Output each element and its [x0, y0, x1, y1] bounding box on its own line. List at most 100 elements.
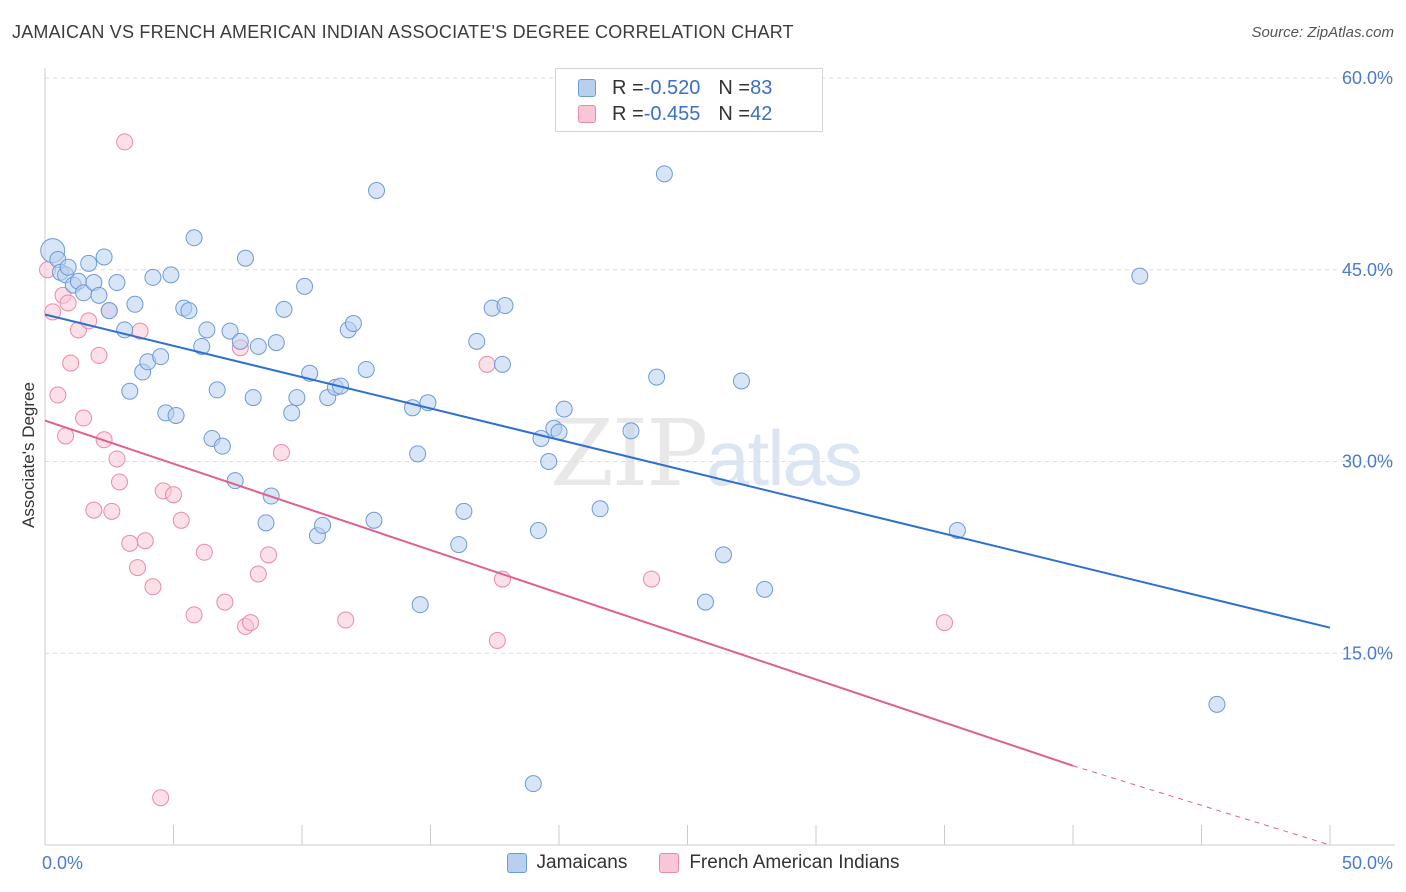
legend-item-french-american-indians[interactable]: French American Indians — [659, 852, 900, 874]
x-tick-label: 0.0% — [42, 853, 83, 873]
data-point-french-american-indians — [337, 611, 355, 629]
data-point-jamaicans — [524, 775, 542, 793]
data-point-jamaicans — [249, 337, 267, 355]
data-point-french-american-indians — [249, 565, 267, 583]
data-point-jamaicans — [198, 321, 216, 339]
series-jamaicans — [40, 165, 1226, 793]
tick-labels: 15.0% 30.0% 45.0% 60.0% 0.0% 50.0% Associate's… — [19, 68, 1393, 873]
data-point-french-american-indians — [111, 473, 129, 491]
data-point-jamaicans — [221, 322, 239, 340]
axes — [44, 68, 1395, 846]
data-point-french-american-indians — [108, 450, 126, 468]
data-point-jamaicans — [532, 429, 550, 447]
legend-swatch-blue — [578, 79, 596, 97]
data-point-french-american-indians — [59, 294, 77, 312]
data-point-french-american-indians — [121, 534, 139, 552]
data-point-jamaicans — [455, 502, 473, 520]
data-point-jamaicans — [732, 372, 750, 390]
legend-r-label: R = — [612, 102, 644, 125]
y-axis-label: Associate's Degree — [19, 382, 38, 528]
data-point-jamaicans — [185, 229, 203, 247]
data-point-jamaicans — [468, 332, 486, 350]
data-point-french-american-indians — [272, 444, 290, 462]
data-point-jamaicans — [126, 295, 144, 313]
data-point-jamaicans — [411, 596, 429, 614]
data-point-french-american-indians — [90, 346, 108, 364]
legend-r-label: R = — [612, 76, 644, 99]
trend-lines — [44, 313, 1331, 846]
data-point-french-american-indians — [85, 501, 103, 519]
legend-label-french-american-indians: French American Indians — [689, 852, 900, 873]
data-point-jamaicans — [1208, 695, 1226, 713]
data-point-french-american-indians — [49, 386, 67, 404]
data-point-jamaicans — [591, 500, 609, 518]
data-point-jamaicans — [226, 472, 244, 490]
data-point-french-american-indians — [195, 543, 213, 561]
legend-n-value: 42 — [750, 102, 773, 125]
data-point-jamaicans — [1131, 267, 1149, 285]
data-point-jamaicans — [275, 300, 293, 318]
data-point-jamaicans — [59, 258, 77, 276]
data-point-jamaicans — [344, 314, 362, 332]
data-point-jamaicans — [555, 400, 573, 418]
legend-swatch-blue — [506, 853, 527, 873]
source-label: Source: ZipAtlas.com — [1251, 24, 1394, 41]
data-point-jamaicans — [180, 302, 198, 320]
data-point-jamaicans — [231, 332, 249, 350]
data-point-jamaicans — [496, 297, 514, 315]
x-tick-label: 50.0% — [1342, 853, 1393, 873]
data-point-jamaicans — [283, 404, 301, 422]
data-point-jamaicans — [108, 274, 126, 292]
legend-r-value: -0.455 — [643, 102, 701, 125]
data-point-jamaicans — [450, 536, 468, 554]
data-point-jamaicans — [493, 355, 511, 373]
data-point-jamaicans — [167, 406, 185, 424]
data-point-jamaicans — [90, 286, 108, 304]
legend-n-label: N = — [718, 102, 751, 125]
series-french-american-indians — [39, 133, 953, 807]
data-point-jamaicans — [409, 445, 427, 463]
data-point-jamaicans — [314, 516, 332, 534]
data-point-french-american-indians — [185, 606, 203, 624]
legend-n-value: 83 — [750, 76, 773, 99]
correlation-legend: R = -0.520 N = 83 R = -0.455 N = 42 — [555, 68, 823, 132]
data-point-jamaicans — [648, 368, 666, 386]
data-point-french-american-indians — [129, 559, 147, 577]
series-legend: Jamaicans French American Indians — [0, 852, 1406, 874]
data-point-french-american-indians — [260, 546, 278, 564]
data-point-jamaicans — [714, 546, 732, 564]
data-point-french-american-indians — [216, 593, 234, 611]
data-point-jamaicans — [296, 277, 314, 295]
data-point-jamaicans — [756, 580, 774, 598]
data-point-french-american-indians — [643, 570, 661, 588]
y-tick-label: 45.0% — [1342, 260, 1393, 280]
data-point-french-american-indians — [478, 355, 496, 373]
data-point-jamaicans — [80, 254, 98, 272]
legend-row-jamaicans: R = -0.520 N = 83 — [578, 75, 772, 101]
data-point-jamaicans — [948, 522, 966, 540]
data-point-french-american-indians — [75, 409, 93, 427]
data-point-jamaicans — [267, 334, 285, 352]
legend-swatch-pink — [578, 105, 596, 123]
data-point-jamaicans — [213, 437, 231, 455]
data-point-french-american-indians — [103, 502, 121, 520]
data-point-jamaicans — [236, 249, 254, 267]
data-point-jamaicans — [144, 268, 162, 286]
data-point-jamaicans — [357, 360, 375, 378]
data-point-french-american-indians — [488, 631, 506, 649]
trend-line-jamaicans — [44, 313, 1331, 629]
data-point-jamaicans — [365, 511, 383, 529]
legend-n-label: N = — [718, 76, 751, 99]
data-point-jamaicans — [95, 248, 113, 266]
legend-item-jamaicans[interactable]: Jamaicans — [506, 852, 627, 874]
legend-swatch-pink — [659, 853, 680, 873]
data-point-french-american-indians — [152, 789, 170, 807]
data-point-jamaicans — [655, 165, 673, 183]
y-tick-label: 60.0% — [1342, 68, 1393, 88]
data-point-jamaicans — [368, 181, 386, 199]
data-point-jamaicans — [696, 593, 714, 611]
data-point-jamaicans — [540, 453, 558, 470]
data-point-jamaicans — [288, 389, 306, 407]
data-point-jamaicans — [257, 514, 275, 532]
